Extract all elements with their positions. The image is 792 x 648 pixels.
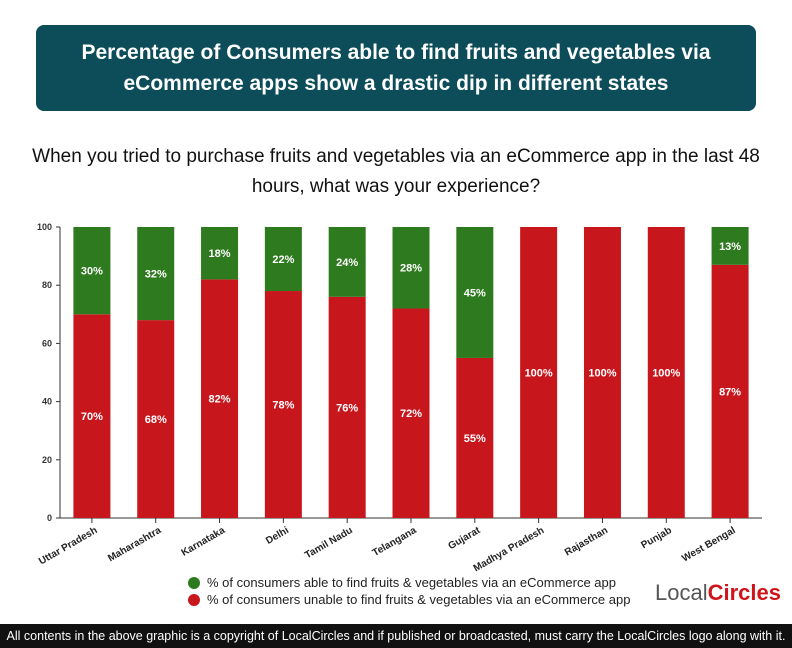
- bar-unable: [201, 279, 239, 518]
- y-tick-label: 20: [42, 455, 52, 465]
- data-label: 70%: [81, 411, 103, 423]
- legend-item-able: % of consumers able to find fruits & veg…: [188, 574, 630, 591]
- bar-unable: [328, 296, 366, 518]
- data-label: 68%: [145, 414, 167, 426]
- y-tick-label: 40: [42, 397, 52, 407]
- data-label: 100%: [588, 368, 616, 380]
- copyright-footer: All contents in the above graphic is a c…: [0, 624, 792, 648]
- data-label: 45%: [464, 287, 486, 299]
- x-tick-label: Maharashtra: [106, 525, 163, 564]
- bar-able: [137, 227, 175, 321]
- data-label: 24%: [336, 257, 358, 269]
- bar-unable: [711, 264, 749, 518]
- data-label: 55%: [464, 433, 486, 445]
- x-tick-label: Gujarat: [446, 525, 482, 552]
- y-tick-label: 100: [37, 222, 52, 232]
- x-tick-label: Madhya Pradesh: [472, 525, 546, 574]
- bar-unable: [456, 357, 494, 518]
- x-tick-label: Punjab: [639, 525, 673, 551]
- bar-able: [392, 227, 430, 309]
- y-tick-label: 60: [42, 338, 52, 348]
- bar-able: [328, 227, 366, 297]
- data-label: 28%: [400, 263, 422, 275]
- data-label: 78%: [272, 400, 294, 412]
- bar-able: [201, 227, 239, 280]
- logo-text: Circles: [707, 580, 781, 605]
- x-tick-label: Karnataka: [180, 525, 228, 559]
- x-tick-label: Telangana: [371, 525, 419, 559]
- data-label: 100%: [525, 368, 553, 380]
- x-tick-label: Rajasthan: [563, 525, 610, 558]
- y-tick-label: 0: [47, 513, 52, 523]
- data-label: 22%: [272, 254, 294, 266]
- logo-text: Local: [655, 580, 708, 605]
- x-tick-label: West Bengal: [680, 525, 738, 565]
- bar-unable: [137, 320, 175, 518]
- green-dot-icon: [188, 576, 200, 589]
- bar-unable: [73, 314, 111, 518]
- red-dot-icon: [188, 593, 200, 606]
- bar-able: [456, 227, 494, 358]
- bar-able: [711, 227, 749, 265]
- survey-question: When you tried to purchase fruits and ve…: [32, 146, 760, 197]
- x-tick-label: Delhi: [264, 525, 291, 547]
- data-label: 87%: [719, 386, 741, 398]
- bar-unable: [392, 308, 430, 518]
- data-label: 82%: [209, 394, 231, 406]
- title-banner: Percentage of Consumers able to find fru…: [36, 25, 756, 111]
- bar-unable: [520, 227, 558, 518]
- data-label: 72%: [400, 408, 422, 420]
- legend-label: % of consumers unable to find fruits & v…: [207, 592, 631, 607]
- y-tick-label: 80: [42, 280, 52, 290]
- legend-item-unable: % of consumers unable to find fruits & v…: [188, 591, 630, 608]
- data-label: 32%: [145, 269, 167, 281]
- x-tick-label: Tamil Nadu: [303, 525, 355, 561]
- x-tick-label: Uttar Pradesh: [37, 525, 99, 567]
- data-label: 30%: [81, 266, 103, 278]
- bar-unable: [647, 227, 685, 518]
- stacked-bar-chart: 0 20 40 60 80 100 70% 30% Uttar Pradesh 68% 32% Mah…: [37, 222, 762, 574]
- localcircles-logo: LocalCircles: [655, 580, 781, 606]
- bar-able: [73, 227, 111, 315]
- data-label: 13%: [719, 241, 741, 253]
- bar-able: [264, 227, 302, 292]
- bar-unable: [583, 227, 621, 518]
- chart-title: Percentage of Consumers able to find fru…: [81, 41, 711, 95]
- data-label: 100%: [652, 368, 680, 380]
- data-label: 76%: [336, 402, 358, 414]
- legend: % of consumers able to find fruits & veg…: [188, 574, 630, 608]
- legend-label: % of consumers able to find fruits & veg…: [207, 575, 616, 590]
- data-label: 18%: [209, 248, 231, 260]
- bar-unable: [264, 291, 302, 518]
